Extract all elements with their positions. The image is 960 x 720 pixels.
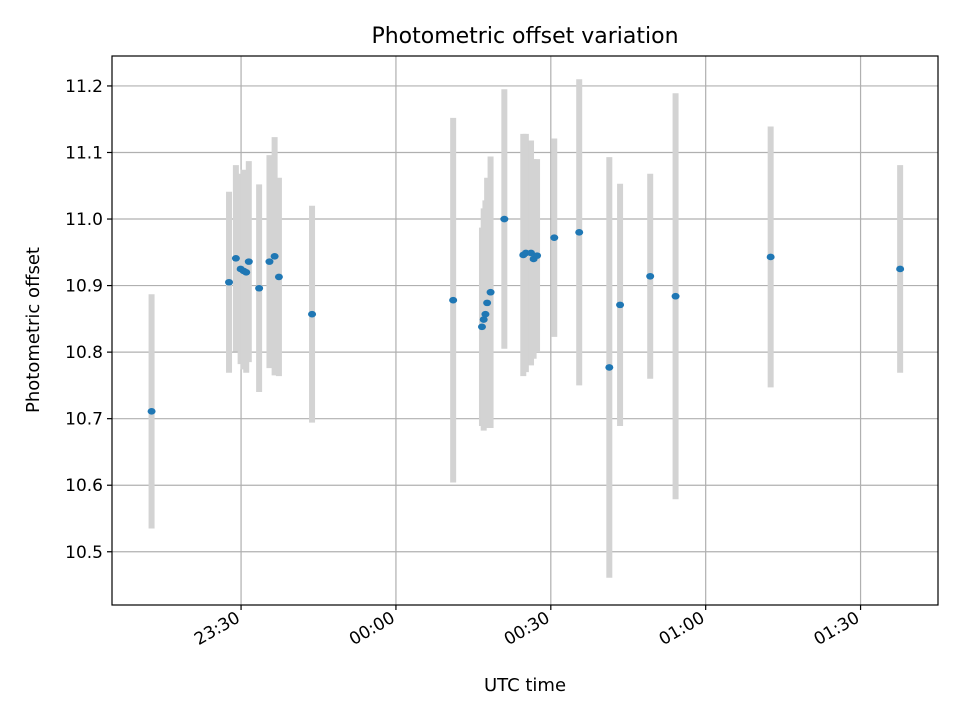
data-point	[265, 258, 274, 265]
data-point	[605, 364, 614, 371]
y-tick-label: 11.2	[65, 77, 103, 97]
data-point	[533, 252, 542, 259]
data-point	[483, 299, 492, 307]
y-tick-label: 11.0	[65, 210, 103, 230]
x-tick-label: 01:00	[656, 608, 708, 650]
data-point	[481, 310, 490, 318]
y-tick-label: 10.7	[65, 410, 103, 430]
data-point	[646, 272, 655, 280]
error-bars	[148, 79, 904, 578]
data-point	[550, 234, 559, 241]
data-point	[486, 288, 495, 296]
data-point	[449, 296, 458, 304]
x-tick-label: 01:30	[811, 608, 863, 650]
data-point	[479, 316, 488, 323]
plot-frame	[111, 55, 939, 606]
data-point	[527, 249, 536, 257]
data-point	[270, 253, 279, 260]
data-point	[616, 301, 625, 309]
data-point	[274, 273, 283, 281]
y-tick-label: 10.9	[65, 277, 103, 297]
data-point	[225, 278, 234, 286]
data-point	[671, 292, 680, 300]
chart-title: Photometric offset variation	[371, 24, 678, 49]
y-tick-label: 10.6	[65, 476, 103, 496]
data-point	[242, 268, 251, 276]
y-axis-label: Photometric offset	[23, 247, 44, 413]
y-tick-label: 10.8	[65, 343, 103, 363]
data-point	[896, 265, 905, 273]
data-point	[477, 323, 486, 331]
x-axis-label: UTC time	[484, 675, 566, 696]
data-point	[575, 229, 584, 236]
data-point	[244, 258, 253, 265]
x-tick-label: 00:30	[501, 608, 553, 650]
data-points	[147, 215, 905, 415]
x-axis-ticks: 23:30 00:00 00:30 01:00 01:30	[191, 605, 863, 650]
data-point	[255, 284, 264, 292]
data-point	[147, 408, 156, 415]
y-axis-ticks: 10.5 10.6 10.7 10.8 10.9 11.0 11.1 11.2	[65, 77, 112, 563]
x-tick-label: 00:00	[346, 608, 398, 650]
data-point	[766, 253, 775, 261]
y-tick-label: 11.1	[65, 143, 103, 163]
x-tick-label: 23:30	[191, 608, 243, 650]
data-point	[231, 254, 240, 262]
data-point	[500, 215, 509, 223]
y-tick-label: 10.5	[65, 543, 103, 563]
data-point	[308, 310, 317, 318]
